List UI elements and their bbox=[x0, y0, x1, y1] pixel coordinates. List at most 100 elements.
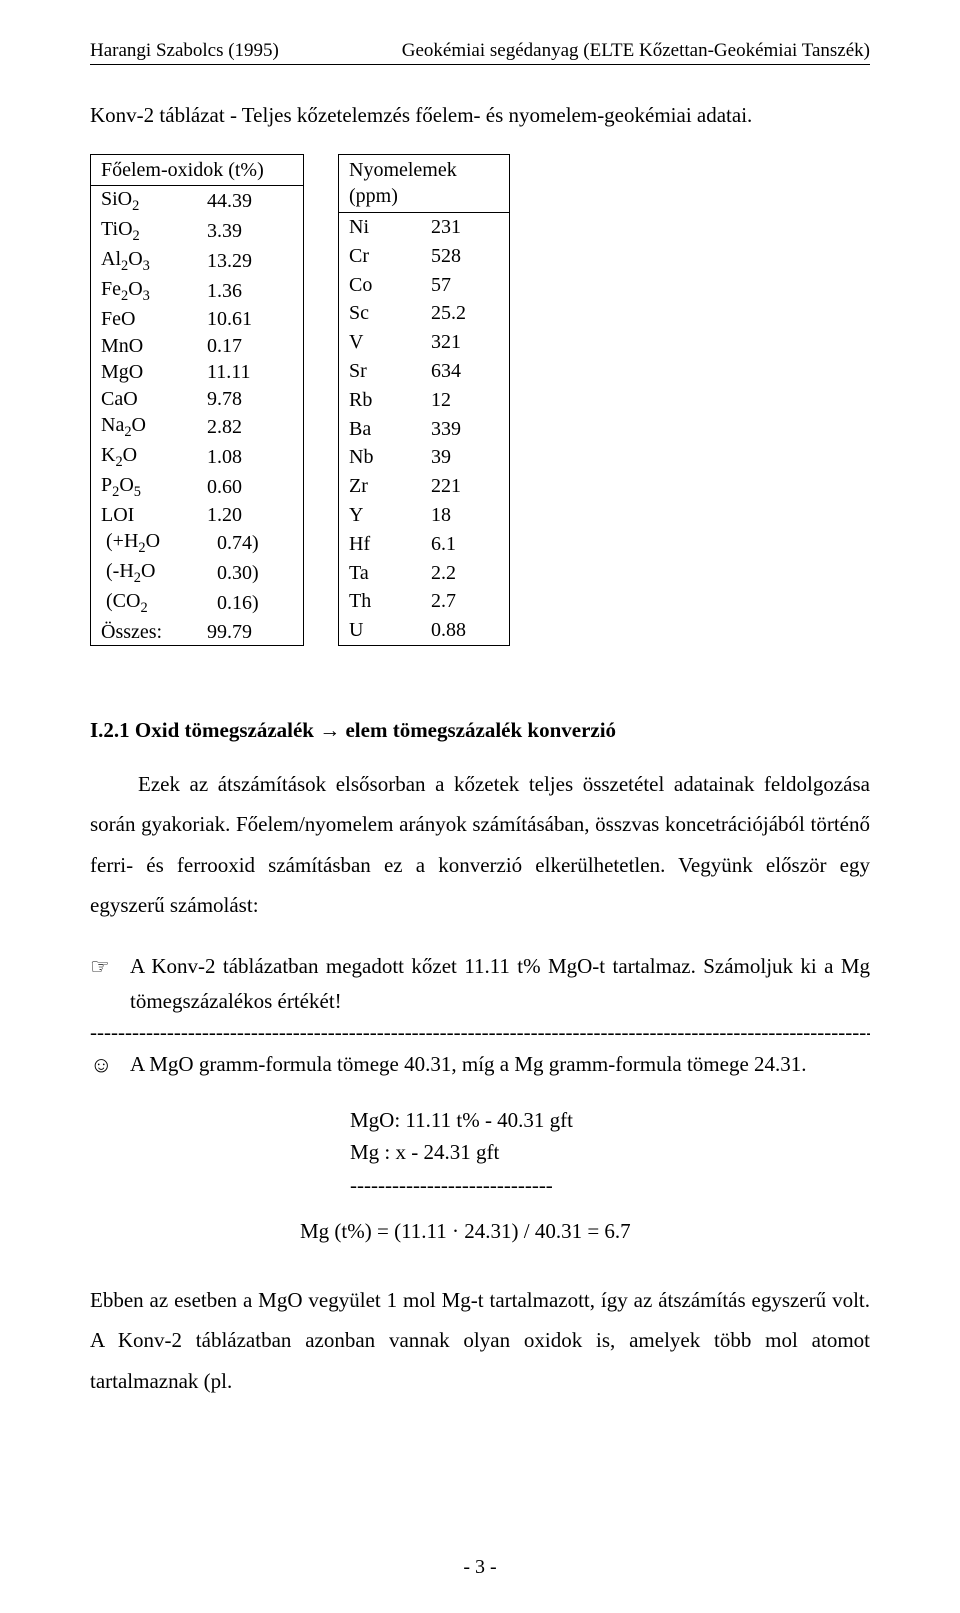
section-heading: I.2.1 Oxid tömegszázalék → elem tömegszá… bbox=[90, 718, 870, 743]
element-value: 57 bbox=[421, 270, 510, 299]
table-row: Y18 bbox=[339, 501, 510, 530]
table-row: Ba339 bbox=[339, 414, 510, 443]
table-row: (+H2O 0.74) bbox=[91, 528, 304, 558]
table-caption: Konv-2 táblázat - Teljes kőzetelemzés fő… bbox=[90, 103, 870, 128]
oxide-label: Al2O3 bbox=[91, 246, 198, 276]
oxide-value: 1.08 bbox=[197, 442, 304, 472]
tables-container: Főelem-oxidok (t%) SiO244.39TiO23.39Al2O… bbox=[90, 154, 870, 646]
table-row: FeO10.61 bbox=[91, 306, 304, 332]
element-label: Sc bbox=[339, 299, 422, 328]
oxide-label: P2O5 bbox=[91, 472, 198, 502]
table-row: K2O1.08 bbox=[91, 442, 304, 472]
main-oxides-table: Főelem-oxidok (t%) SiO244.39TiO23.39Al2O… bbox=[90, 154, 304, 646]
table-row: Zr221 bbox=[339, 472, 510, 501]
table-row: MgO11.11 bbox=[91, 359, 304, 385]
trace-elements-table: Nyomelemek (ppm) Ni231Cr528Co57Sc25.2V32… bbox=[338, 154, 510, 646]
element-label: Th bbox=[339, 587, 422, 616]
element-value: 6.1 bbox=[421, 530, 510, 559]
table-row: Sr634 bbox=[339, 357, 510, 386]
oxide-label: (-H2O bbox=[91, 558, 198, 588]
oxide-label: TiO2 bbox=[91, 216, 198, 246]
oxide-value: 1.20 bbox=[197, 502, 304, 528]
element-value: 18 bbox=[421, 501, 510, 530]
calc-result: Mg (t%) = (11.11 · 24.31) / 40.31 = 6.7 bbox=[90, 1215, 870, 1248]
element-label: Ni bbox=[339, 212, 422, 241]
oxide-value: 3.39 bbox=[197, 216, 304, 246]
element-value: 221 bbox=[421, 472, 510, 501]
table-row: Co57 bbox=[339, 270, 510, 299]
oxide-value: 99.79 bbox=[197, 619, 304, 646]
element-value: 634 bbox=[421, 357, 510, 386]
element-label: Rb bbox=[339, 386, 422, 415]
oxide-value: 0.17 bbox=[197, 333, 304, 359]
table-row: TiO23.39 bbox=[91, 216, 304, 246]
table-row: P2O50.60 bbox=[91, 472, 304, 502]
oxide-value: 2.82 bbox=[197, 412, 304, 442]
element-label: Nb bbox=[339, 443, 422, 472]
table-row: Összes:99.79 bbox=[91, 619, 304, 646]
element-value: 2.2 bbox=[421, 558, 510, 587]
oxide-value: 11.11 bbox=[197, 359, 304, 385]
element-label: U bbox=[339, 616, 422, 645]
element-value: 2.7 bbox=[421, 587, 510, 616]
element-label: Cr bbox=[339, 242, 422, 271]
element-label: Ba bbox=[339, 414, 422, 443]
oxide-label: Na2O bbox=[91, 412, 198, 442]
element-value: 0.88 bbox=[421, 616, 510, 645]
oxide-label: K2O bbox=[91, 442, 198, 472]
element-value: 321 bbox=[421, 328, 510, 357]
table-row: Al2O313.29 bbox=[91, 246, 304, 276]
oxide-label: (CO2 bbox=[91, 588, 198, 618]
oxide-label: LOI bbox=[91, 502, 198, 528]
page-number: - 3 - bbox=[0, 1556, 960, 1579]
element-value: 339 bbox=[421, 414, 510, 443]
element-value: 25.2 bbox=[421, 299, 510, 328]
oxide-value: 13.29 bbox=[197, 246, 304, 276]
trace-elements-header: Nyomelemek (ppm) bbox=[339, 155, 510, 213]
oxide-value: 44.39 bbox=[197, 186, 304, 217]
hand-icon: ☞ bbox=[90, 949, 130, 985]
oxide-label: SiO2 bbox=[91, 186, 198, 217]
oxide-value: 1.36 bbox=[197, 276, 304, 306]
element-value: 39 bbox=[421, 443, 510, 472]
element-label: Y bbox=[339, 501, 422, 530]
header-left: Harangi Szabolcs (1995) bbox=[90, 40, 279, 62]
table-row: (CO2 0.16) bbox=[91, 588, 304, 618]
element-label: Zr bbox=[339, 472, 422, 501]
oxide-label: FeO bbox=[91, 306, 198, 332]
element-value: 528 bbox=[421, 242, 510, 271]
dashed-separator: ----------------------------------------… bbox=[90, 1020, 870, 1045]
oxide-label: Összes: bbox=[91, 619, 198, 646]
calculation-block: MgO: 11.11 t% - 40.31 gft Mg : x - 24.31… bbox=[90, 1104, 870, 1248]
table-row: V321 bbox=[339, 328, 510, 357]
section-paragraph-2: Ebben az esetben a MgO vegyület 1 mol Mg… bbox=[90, 1280, 870, 1401]
element-value: 231 bbox=[421, 212, 510, 241]
element-label: Hf bbox=[339, 530, 422, 559]
oxide-label: CaO bbox=[91, 386, 198, 412]
oxide-value: 10.61 bbox=[197, 306, 304, 332]
table-row: U0.88 bbox=[339, 616, 510, 645]
oxide-label: (+H2O bbox=[91, 528, 198, 558]
element-label: V bbox=[339, 328, 422, 357]
main-oxides-header: Főelem-oxidok (t%) bbox=[91, 155, 304, 186]
oxide-label: MgO bbox=[91, 359, 198, 385]
table-row: LOI1.20 bbox=[91, 502, 304, 528]
table-row: Na2O2.82 bbox=[91, 412, 304, 442]
oxide-value: 0.30) bbox=[197, 558, 304, 588]
table-row: Ni231 bbox=[339, 212, 510, 241]
oxide-label: Fe2O3 bbox=[91, 276, 198, 306]
table-row: (-H2O 0.30) bbox=[91, 558, 304, 588]
section-paragraph-1: Ezek az átszámítások elsősorban a kőzete… bbox=[90, 764, 870, 925]
element-label: Co bbox=[339, 270, 422, 299]
worked-example: ☞ A Konv-2 táblázatban megadott kőzet 11… bbox=[90, 949, 870, 1084]
example-question: A Konv-2 táblázatban megadott kőzet 11.1… bbox=[130, 949, 870, 1018]
example-answer: A MgO gramm-formula tömege 40.31, míg a … bbox=[130, 1047, 870, 1082]
page-header: Harangi Szabolcs (1995) Geokémiai segéda… bbox=[90, 40, 870, 65]
table-row: Hf6.1 bbox=[339, 530, 510, 559]
oxide-value: 0.60 bbox=[197, 472, 304, 502]
table-row: Fe2O31.36 bbox=[91, 276, 304, 306]
table-row: Nb39 bbox=[339, 443, 510, 472]
table-row: Th2.7 bbox=[339, 587, 510, 616]
header-right: Geokémiai segédanyag (ELTE Kőzettan-Geok… bbox=[402, 40, 870, 62]
element-label: Sr bbox=[339, 357, 422, 386]
